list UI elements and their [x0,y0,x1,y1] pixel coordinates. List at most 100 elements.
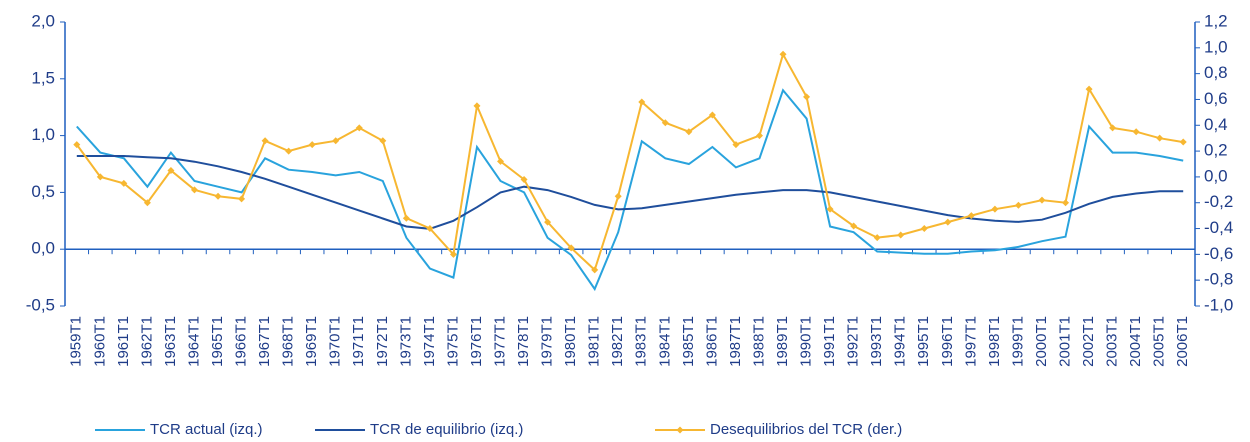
x-tick-label: 1970T1 [327,316,344,367]
x-tick-label: 1978T1 [515,316,532,367]
x-tick-label: 2003T1 [1104,316,1121,367]
marker [638,98,646,106]
y2-tick-label: 0,8 [1204,63,1228,82]
x-tick-label: 1983T1 [633,316,650,367]
marker [1014,201,1022,209]
marker [544,218,552,226]
y-tick-label: 1,0 [31,125,55,144]
marker [1085,85,1093,93]
x-tick-label: 2000T1 [1033,316,1050,367]
x-tick-label: 2002T1 [1080,316,1097,367]
y-tick-label: -0,5 [26,295,55,314]
marker [308,141,316,149]
x-tick-label: 1969T1 [303,316,320,367]
x-tick-label: 1959T1 [68,316,85,367]
legend-label: Desequilibrios del TCR (der.) [710,421,902,438]
x-tick-label: 1967T1 [256,316,273,367]
y2-tick-label: -0,4 [1204,218,1233,237]
marker [238,195,246,203]
marker [379,137,387,145]
marker [1062,199,1070,207]
marker [355,124,363,132]
marker [261,137,269,145]
y2-tick-label: 0,4 [1204,115,1228,134]
y2-tick-label: -0,2 [1204,192,1233,211]
marker [143,199,151,207]
marker [473,102,481,110]
x-tick-label: 1964T1 [185,316,202,367]
x-tick-label: 1980T1 [562,316,579,367]
x-tick-label: 1965T1 [209,316,226,367]
y2-tick-label: 1,0 [1204,37,1228,56]
marker [708,111,716,119]
x-tick-label: 1976T1 [468,316,485,367]
marker [991,205,999,213]
legend-label: TCR de equilibrio (izq.) [370,421,523,438]
marker [1132,128,1140,136]
marker [661,119,669,127]
x-tick-label: 1991T1 [821,316,838,367]
marker [402,214,410,222]
x-tick-label: 1994T1 [892,316,909,367]
marker [120,179,128,187]
marker [850,222,858,230]
x-tick-label: 2004T1 [1127,316,1144,367]
marker [1179,138,1187,146]
marker [1038,196,1046,204]
y2-tick-label: -1,0 [1204,295,1233,314]
marker [779,50,787,58]
y2-tick-label: -0,8 [1204,270,1233,289]
x-tick-label: 1996T1 [939,316,956,367]
x-tick-label: 1997T1 [962,316,979,367]
x-tick-label: 1986T1 [703,316,720,367]
x-tick-label: 1985T1 [680,316,697,367]
series-line [76,88,1184,292]
marker [803,93,811,101]
x-tick-label: 2006T1 [1174,316,1191,367]
legend-marker [676,426,684,434]
x-tick-label: 1961T1 [115,316,132,367]
x-tick-label: 1973T1 [397,316,414,367]
x-tick-label: 1971T1 [350,316,367,367]
legend-label: TCR actual (izq.) [150,421,263,438]
x-tick-label: 1990T1 [798,316,815,367]
marker [96,173,104,181]
x-tick-label: 1998T1 [986,316,1003,367]
x-tick-label: 2001T1 [1056,316,1073,367]
x-tick-label: 1968T1 [280,316,297,367]
y-tick-label: 0,0 [31,239,55,258]
y-tick-label: 2,0 [31,11,55,30]
x-tick-label: 1960T1 [91,316,108,367]
marker [190,186,198,194]
marker [1109,124,1117,132]
marker [732,141,740,149]
marker [426,225,434,233]
x-tick-label: 1962T1 [138,316,155,367]
marker [73,141,81,149]
marker [285,147,293,155]
marker [873,234,881,242]
y2-tick-label: -0,6 [1204,244,1233,263]
x-tick-label: 1975T1 [444,316,461,367]
y2-tick-label: 1,2 [1204,11,1228,30]
marker [826,205,834,213]
x-tick-label: 1972T1 [374,316,391,367]
marker [897,231,905,239]
x-tick-label: 1963T1 [162,316,179,367]
x-tick-label: 1974T1 [421,316,438,367]
x-tick-label: 1966T1 [233,316,250,367]
marker [967,212,975,220]
series-line [75,51,1184,272]
x-tick-label: 1989T1 [774,316,791,367]
x-tick-label: 1999T1 [1009,316,1026,367]
x-tick-label: 1979T1 [539,316,556,367]
marker [567,244,575,252]
x-tick-label: 1984T1 [656,316,673,367]
x-tick-label: 2005T1 [1151,316,1168,367]
x-tick-label: 1992T1 [845,316,862,367]
marker [167,166,175,174]
x-tick-label: 1995T1 [915,316,932,367]
y2-tick-label: 0,0 [1204,166,1228,185]
marker [520,175,528,183]
